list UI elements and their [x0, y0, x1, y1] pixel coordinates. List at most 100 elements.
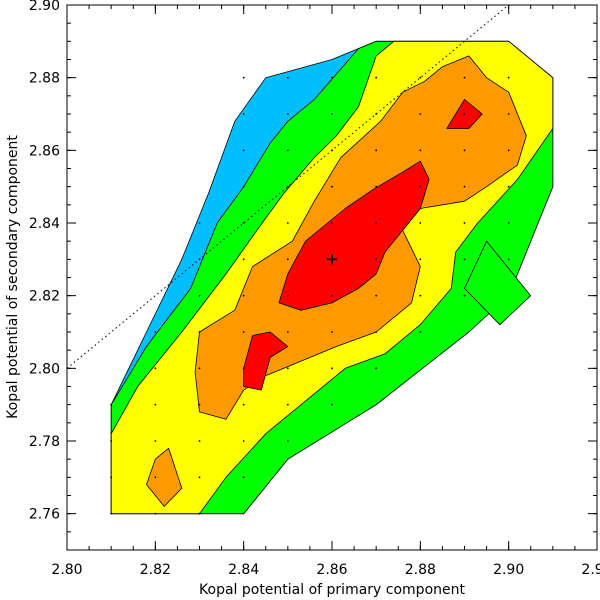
sample-point [375, 222, 378, 224]
sample-point [242, 367, 245, 370]
sample-point [375, 331, 378, 333]
sample-point [286, 367, 289, 370]
sample-point [375, 367, 378, 370]
sample-point [419, 76, 422, 79]
y-tick-label: 2.86 [29, 143, 60, 159]
sample-point [507, 76, 510, 79]
y-tick-label: 2.88 [29, 71, 60, 87]
sample-point [154, 403, 157, 406]
sample-point [242, 403, 245, 406]
sample-point [154, 512, 157, 515]
sample-point [375, 76, 378, 79]
sample-point [507, 185, 510, 188]
x-tick-label: 2.88 [405, 562, 436, 578]
sample-point [507, 258, 510, 261]
sample-point [331, 294, 333, 297]
sample-point [198, 294, 201, 297]
contour-region-1-1 [464, 240, 532, 326]
y-tick-label: 2.78 [29, 434, 60, 450]
sample-point [419, 149, 422, 152]
axes: 2.80 2.82 2.84 2.86 2.88 2.90 2.92 2.76 2.78 2.80… [29, 0, 600, 578]
contour-region-4-1 [278, 160, 430, 311]
sample-point [198, 440, 201, 442]
sample-point [463, 222, 466, 224]
sample-point [507, 149, 510, 152]
sample-point [507, 113, 510, 115]
sample-point [419, 113, 422, 115]
x-axis-title: Kopal potential of primary component [199, 582, 465, 598]
sample-point [286, 76, 289, 79]
sample-point [286, 258, 289, 261]
sample-point [110, 440, 113, 442]
sample-point [154, 331, 157, 333]
y-axis-title: Kopal potential of secondary component [5, 135, 21, 419]
sample-point [242, 440, 245, 442]
sample-point [242, 185, 245, 188]
sample-point [286, 440, 289, 442]
sample-point [507, 222, 510, 224]
sample-point [242, 76, 245, 79]
sample-point [110, 403, 113, 406]
x-tick-label: 2.82 [140, 562, 171, 578]
sample-point [242, 294, 245, 297]
y-tick-label: 2.76 [29, 507, 60, 523]
sample-point [463, 185, 466, 188]
sample-points [110, 76, 510, 515]
y-tick-label: 2.90 [29, 0, 60, 14]
sample-point [331, 185, 333, 188]
sample-point [286, 294, 289, 297]
sample-point [198, 331, 201, 333]
sample-point [419, 185, 422, 188]
sample-point [463, 294, 466, 297]
sample-point [286, 222, 289, 224]
sample-point [198, 476, 201, 479]
y-tick-label: 2.82 [29, 289, 60, 305]
sample-point [419, 222, 422, 224]
sample-point [463, 149, 466, 152]
sample-point [242, 331, 245, 333]
sample-point [154, 476, 157, 479]
sample-point [331, 113, 333, 115]
sample-point [198, 512, 201, 515]
sample-point [242, 113, 245, 115]
sample-point [198, 367, 201, 370]
sample-point [286, 185, 289, 188]
y-tick-label: 2.84 [29, 216, 60, 232]
sample-point [331, 331, 333, 333]
sample-point [375, 185, 378, 188]
x-tick-label: 2.86 [316, 562, 347, 578]
sample-point [198, 403, 201, 406]
sample-point [331, 367, 333, 370]
contour-region-3-0 [146, 447, 183, 507]
sample-point [331, 76, 333, 79]
contour-region-4-0 [243, 331, 289, 391]
y-tick-label: 2.80 [29, 361, 60, 377]
sample-point [198, 222, 201, 224]
sample-point [463, 76, 466, 79]
sample-point [154, 367, 157, 370]
sample-point [463, 258, 466, 261]
sample-point [419, 258, 422, 261]
sample-point [286, 403, 289, 406]
sample-point [154, 440, 157, 442]
sample-point [463, 113, 466, 115]
sample-point [242, 222, 245, 224]
contour-fills [110, 40, 554, 515]
sample-point [375, 294, 378, 297]
sample-point [110, 476, 113, 479]
sample-point [242, 258, 245, 261]
sample-point [375, 149, 378, 152]
x-tick-label: 2.84 [228, 562, 259, 578]
x-tick-label: 2.92 [581, 562, 600, 578]
sample-point [419, 294, 422, 297]
sample-point [110, 512, 113, 515]
sample-point [331, 222, 333, 224]
x-tick-label: 2.90 [493, 562, 524, 578]
sample-point [286, 149, 289, 152]
x-tick-label: 2.80 [51, 562, 82, 578]
sample-point [331, 403, 333, 406]
sample-point [286, 331, 289, 333]
sample-point [242, 476, 245, 479]
sample-point [286, 113, 289, 115]
